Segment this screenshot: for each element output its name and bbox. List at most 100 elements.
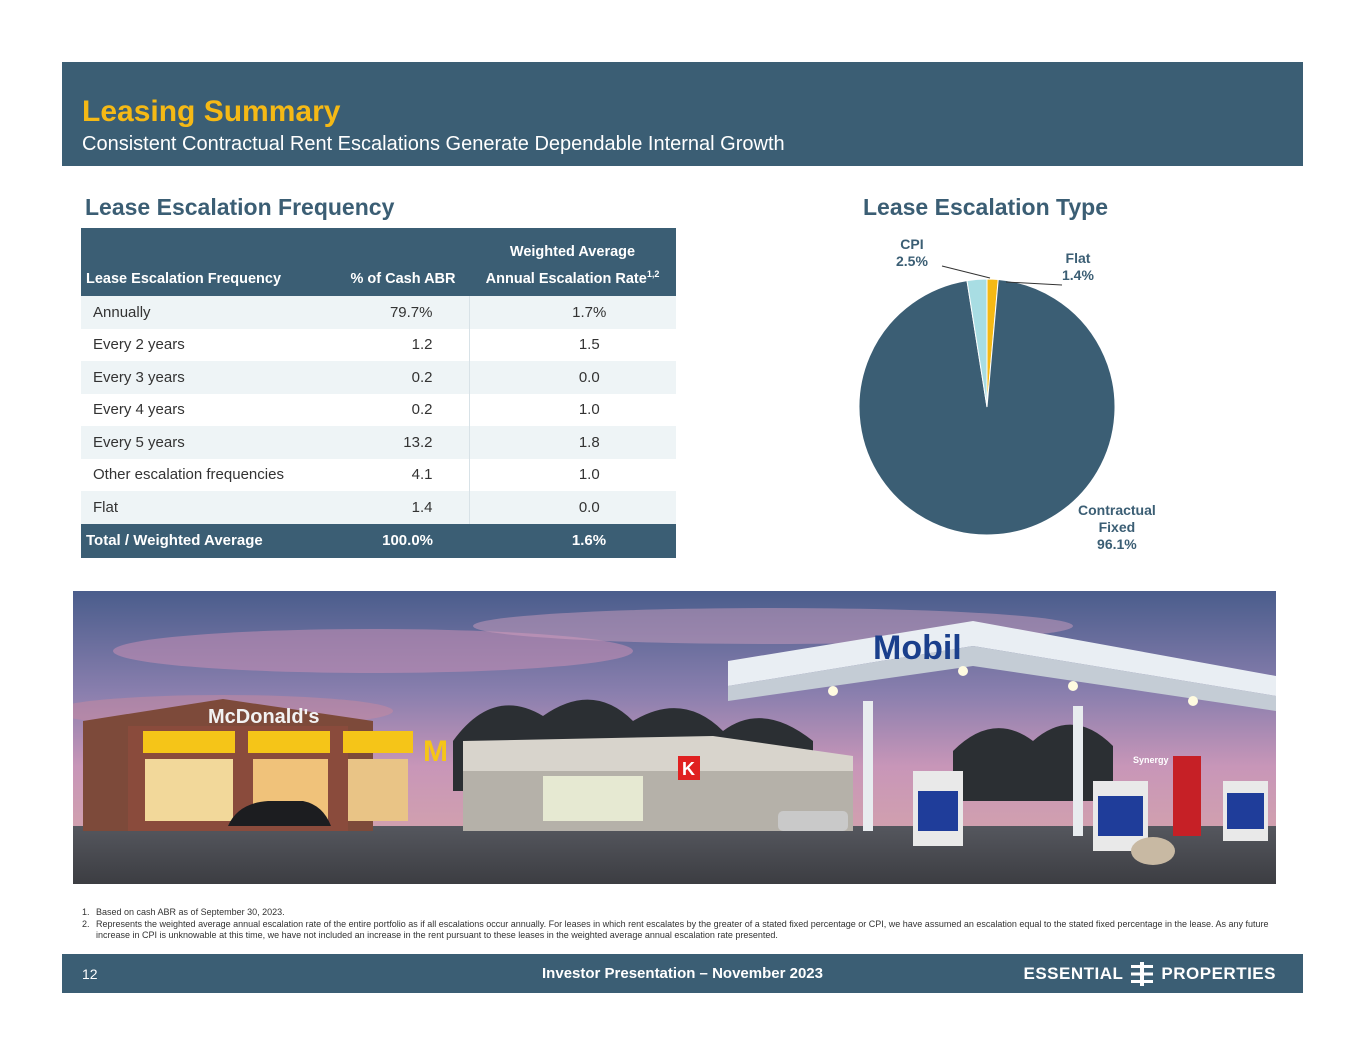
golden-arches-icon: M: [423, 735, 448, 768]
row-escalation-rate: 1.7%: [469, 296, 676, 329]
row-frequency: Every 2 years: [81, 328, 337, 361]
light: [1188, 696, 1198, 706]
row-cash-abr: 13.2: [337, 426, 470, 459]
mcdonalds-sign: McDonald's: [208, 706, 319, 728]
type-section-title: Lease Escalation Type: [863, 194, 1109, 220]
footnote-2-number: 2.: [82, 919, 90, 929]
total-escalation-rate: 1.6%: [469, 523, 676, 558]
mobil-sign: Mobil: [873, 629, 962, 667]
synergy-pump-sign: [1173, 756, 1201, 836]
window: [145, 759, 233, 821]
row-cash-abr: 1.2: [337, 328, 470, 361]
cloud: [113, 629, 633, 673]
table-body: Annually 79.7% 1.7% Every 2 years 1.2 1.5 Ever…: [81, 296, 676, 524]
pie-label-fixed-name-2: Fixed: [1098, 519, 1136, 535]
pie-label-cpi: CPI 2.5%: [896, 236, 928, 270]
table-row: Flat 1.4 0.0: [81, 491, 676, 524]
total-cash-abr: 100.0%: [337, 523, 469, 558]
suv: [778, 811, 848, 831]
synergy-label: Synergy: [1133, 755, 1169, 765]
light: [1068, 681, 1078, 691]
pie-label-fixed: Contractual Fixed 96.1%: [1078, 502, 1156, 553]
awning: [343, 731, 413, 753]
row-frequency: Every 4 years: [81, 393, 337, 426]
cpi-leader-line: [941, 265, 991, 279]
row-cash-abr: 4.1: [337, 458, 470, 491]
car: [228, 801, 331, 826]
row-escalation-rate: 1.5: [469, 328, 676, 361]
row-cash-abr: 1.4: [337, 491, 470, 524]
pie-label-cpi-name: CPI: [900, 236, 924, 252]
row-frequency: Every 3 years: [81, 361, 337, 394]
row-cash-abr: 79.7%: [337, 296, 470, 329]
table-row: Annually 79.7% 1.7%: [81, 296, 676, 329]
logo-text-left: ESSENTIAL: [1023, 964, 1124, 983]
canopy-column: [863, 701, 873, 831]
circle-k-logo: [678, 756, 700, 780]
photo-illustration: McDonald's M K Mobil Synergy: [73, 591, 1276, 884]
gas-station-photo: McDonald's M K Mobil Synergy: [73, 591, 1276, 884]
canopy: [728, 621, 1276, 696]
page-title: Leasing Summary: [82, 95, 341, 128]
table-header-blank-1: [81, 228, 337, 262]
flat-leader-line: [1005, 281, 1063, 286]
pie-label-cpi-value: 2.5%: [896, 253, 928, 269]
canopy-underside: [728, 646, 1276, 711]
footer-presentation-title: Investor Presentation – November 2023: [542, 965, 823, 982]
pie-label-flat-value: 1.4%: [1062, 267, 1094, 283]
row-escalation-rate: 0.0: [469, 491, 676, 524]
table-total-row: Total / Weighted Average 100.0% 1.6%: [81, 523, 676, 558]
pie-label-fixed-name-1: Contractual: [1078, 502, 1156, 518]
frequency-section-title: Lease Escalation Frequency: [85, 194, 395, 220]
logo-text-right: PROPERTIES: [1161, 964, 1276, 983]
row-escalation-rate: 1.8: [469, 426, 676, 459]
awning: [143, 731, 235, 753]
table-header-frequency: Lease Escalation Frequency: [81, 262, 337, 296]
page-subtitle: Consistent Contractual Rent Escalations …: [82, 133, 785, 155]
header-banner: Leasing Summary Consistent Contractual R…: [62, 62, 1303, 166]
window: [348, 759, 408, 821]
escalation-frequency-table: Weighted Average Lease Escalation Freque…: [81, 228, 676, 558]
pie-slice-cpi: [966, 278, 988, 408]
footnotes: 1. Based on cash ABR as of September 30,…: [82, 907, 1282, 942]
footnote-2-text: Represents the weighted average annual e…: [96, 919, 1269, 940]
pump-panel: [1227, 793, 1264, 829]
escalation-rate-label: Annual Escalation Rate: [485, 271, 647, 287]
pie-label-flat-name: Flat: [1065, 250, 1091, 266]
table-row: Every 3 years 0.2 0.0: [81, 361, 676, 394]
table-row: Every 2 years 1.2 1.5: [81, 328, 676, 361]
light: [828, 686, 838, 696]
row-frequency: Other escalation frequencies: [81, 458, 337, 491]
pump-panel: [1098, 796, 1143, 836]
escalation-rate-footnote-ref: 1,2: [646, 269, 660, 280]
table-header-escalation-rate: Annual Escalation Rate1,2: [469, 262, 676, 296]
footnote-1: 1. Based on cash ABR as of September 30,…: [82, 907, 1282, 918]
footnote-1-text: Based on cash ABR as of September 30, 20…: [96, 907, 285, 917]
light: [958, 666, 968, 676]
footnote-2: 2. Represents the weighted average annua…: [82, 919, 1282, 941]
awning: [248, 731, 330, 753]
store-window: [543, 776, 643, 821]
row-cash-abr: 0.2: [337, 393, 470, 426]
table-header-cash-abr: % of Cash ABR: [337, 262, 469, 296]
pump-panel: [918, 791, 958, 831]
table-row: Every 4 years 0.2 1.0: [81, 393, 676, 426]
row-escalation-rate: 1.0: [469, 458, 676, 491]
table-header-blank-2: [337, 228, 469, 262]
canopy-column: [1073, 706, 1083, 836]
logo-mark-icon: [1131, 962, 1154, 986]
footnote-1-number: 1.: [82, 907, 90, 917]
escalation-type-pie-chart: CPI 2.5% Flat 1.4% Contractual Fixed 96.…: [850, 228, 1210, 568]
table-row: Other escalation frequencies 4.1 1.0: [81, 458, 676, 491]
planter: [1131, 837, 1175, 865]
pie-label-flat: Flat 1.4%: [1062, 250, 1094, 284]
footer-bar: 12 Investor Presentation – November 2023…: [62, 954, 1303, 993]
row-escalation-rate: 1.0: [469, 393, 676, 426]
table-header-weighted-average: Weighted Average: [469, 228, 676, 262]
row-cash-abr: 0.2: [337, 361, 470, 394]
page-number: 12: [82, 966, 98, 982]
pie-label-fixed-value: 96.1%: [1097, 536, 1137, 552]
pie-svg: [858, 265, 1116, 536]
circle-k-letter: K: [682, 759, 695, 779]
row-frequency: Annually: [81, 296, 337, 329]
